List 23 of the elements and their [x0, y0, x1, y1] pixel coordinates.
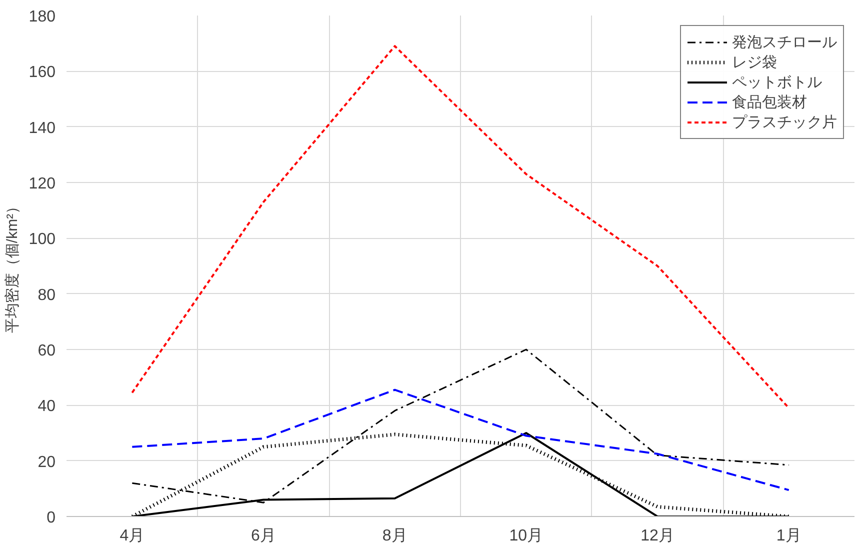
x-tick-label: 12月: [640, 528, 674, 544]
y-tick-label: 140: [28, 120, 56, 137]
y-tick-label: 0: [46, 510, 56, 526]
x-tick-label: 4月: [120, 528, 145, 544]
x-tick-label: 10月: [509, 528, 544, 544]
legend-label: プラスチック片: [732, 112, 837, 132]
y-tick-label: 60: [38, 342, 56, 360]
y-tick-label: 160: [28, 64, 56, 82]
legend-label: 食品包装材: [732, 92, 807, 112]
x-tick-label: 1月: [776, 528, 802, 544]
x-tick-label: 8月: [382, 528, 408, 544]
legend-label: レジ袋: [732, 52, 777, 72]
legend-label: 発泡スチロール: [732, 32, 837, 52]
y-tick-label: 100: [28, 231, 56, 248]
y-tick-label: 80: [38, 286, 56, 304]
x-tick-label: 6月: [251, 528, 276, 544]
y-tick-label: 20: [38, 454, 56, 471]
legend-label: ペットボトル: [732, 72, 822, 92]
y-tick-label: 40: [38, 398, 56, 416]
line-series: [131, 388, 790, 492]
y-axis-title: 平均密度（個/km²）: [4, 198, 21, 334]
y-tick-label: 180: [28, 8, 56, 26]
y-tick-label: 120: [28, 176, 56, 192]
